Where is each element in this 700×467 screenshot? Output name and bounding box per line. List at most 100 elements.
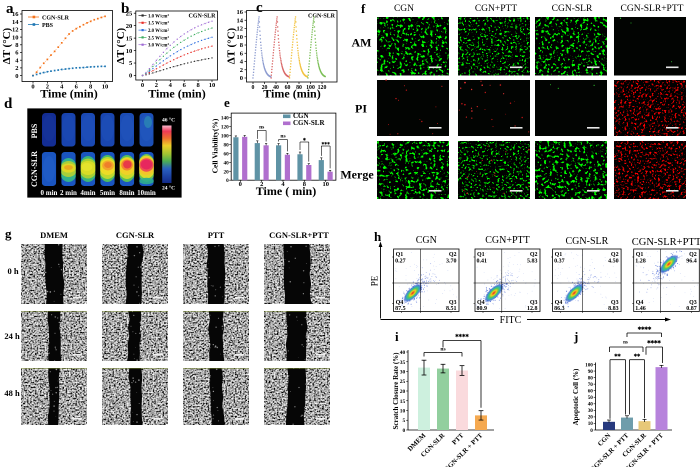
svg-text:CGN-SLR: CGN-SLR	[552, 4, 593, 14]
svg-text:30: 30	[400, 370, 406, 376]
svg-text:30: 30	[588, 408, 594, 414]
svg-text:CGN: CGN	[416, 235, 437, 246]
svg-text:16: 16	[12, 11, 19, 18]
svg-text:0: 0	[226, 178, 229, 184]
svg-text:12: 12	[12, 27, 19, 34]
svg-text:Q1: Q1	[477, 252, 485, 258]
svg-text:CGN-SLR: CGN-SLR	[30, 151, 39, 187]
svg-text:60: 60	[588, 389, 594, 395]
svg-text:1.0 W/cm2: 1.0 W/cm2	[148, 13, 169, 20]
svg-text:Time (min): Time (min)	[148, 87, 205, 101]
svg-text:8min: 8min	[119, 189, 134, 197]
svg-text:50: 50	[588, 395, 594, 401]
svg-text:6: 6	[75, 84, 79, 91]
svg-text:96.4: 96.4	[686, 259, 697, 265]
svg-text:Q1: Q1	[396, 252, 404, 258]
svg-text:CGN+PTT: CGN+PTT	[475, 4, 518, 14]
svg-text:ns: ns	[259, 125, 264, 131]
svg-text:0: 0	[31, 84, 34, 91]
svg-text:Q1: Q1	[636, 252, 644, 258]
svg-text:80: 80	[224, 142, 230, 148]
svg-text:4: 4	[281, 181, 285, 188]
svg-text:4min: 4min	[80, 189, 95, 197]
svg-text:CGN: CGN	[394, 4, 414, 14]
svg-text:60: 60	[224, 151, 230, 157]
svg-text:CGN-SLR: CGN-SLR	[42, 15, 70, 21]
svg-text:1.46: 1.46	[635, 306, 646, 312]
svg-text:2: 2	[260, 181, 263, 188]
svg-text:0.37: 0.37	[554, 259, 565, 265]
svg-text:100: 100	[585, 362, 593, 368]
svg-text:CGN: CGN	[597, 432, 613, 448]
svg-text:10: 10	[209, 82, 216, 89]
svg-text:DMEM: DMEM	[40, 230, 68, 240]
svg-text:CGN-SLR: CGN-SLR	[566, 236, 609, 247]
svg-text:2 min: 2 min	[60, 189, 77, 197]
svg-text:10: 10	[237, 34, 244, 41]
svg-text:48 h: 48 h	[4, 388, 20, 398]
svg-text:ΔT (°C): ΔT (°C)	[226, 27, 238, 64]
svg-text:14: 14	[237, 17, 244, 24]
svg-text:20: 20	[400, 389, 406, 395]
svg-text:i: i	[395, 329, 399, 344]
svg-text:ns: ns	[280, 134, 285, 140]
svg-text:3.70: 3.70	[446, 259, 457, 265]
svg-text:12: 12	[237, 26, 244, 33]
svg-text:Q3: Q3	[449, 300, 457, 306]
svg-text:5.83: 5.83	[527, 259, 538, 265]
svg-text:10min: 10min	[137, 189, 156, 197]
svg-text:25: 25	[126, 10, 133, 17]
svg-text:PTT: PTT	[208, 230, 225, 240]
svg-text:40: 40	[224, 160, 230, 166]
svg-text:Cell Viability(%): Cell Viability(%)	[211, 118, 220, 173]
svg-text:2: 2	[155, 82, 158, 89]
svg-text:10: 10	[322, 181, 329, 188]
svg-text:Q3: Q3	[530, 300, 538, 306]
svg-text:8.51: 8.51	[446, 306, 457, 312]
svg-text:CGN: CGN	[293, 112, 309, 120]
svg-text:35: 35	[400, 360, 406, 366]
svg-text:8: 8	[303, 181, 307, 188]
svg-text:e: e	[224, 95, 230, 110]
svg-text:80.9: 80.9	[477, 306, 488, 312]
svg-text:1.5 W/cm2: 1.5 W/cm2	[148, 20, 169, 27]
svg-text:0.27: 0.27	[395, 259, 406, 265]
svg-text:0.87: 0.87	[686, 306, 697, 312]
svg-text:CGN+PTT: CGN+PTT	[485, 235, 530, 246]
svg-text:20: 20	[588, 415, 594, 421]
svg-text:0: 0	[402, 428, 405, 434]
svg-text:0: 0	[590, 428, 593, 434]
svg-text:Scratch Closure Rate (%): Scratch Closure Rate (%)	[392, 352, 400, 430]
svg-text:j: j	[573, 329, 578, 344]
svg-text:10: 10	[126, 48, 133, 55]
svg-text:Q2: Q2	[530, 252, 538, 258]
svg-text:40: 40	[400, 350, 406, 356]
svg-text:4: 4	[169, 82, 173, 89]
svg-text:2: 2	[240, 67, 243, 74]
svg-text:46 °C: 46 °C	[162, 117, 175, 124]
svg-text:Time ( min): Time ( min)	[256, 184, 316, 198]
svg-text:CGN-SLR: CGN-SLR	[116, 230, 155, 240]
svg-text:10: 10	[588, 421, 594, 427]
svg-text:Q2: Q2	[689, 252, 697, 258]
svg-text:8: 8	[240, 42, 244, 49]
svg-text:a: a	[6, 1, 14, 17]
svg-text:15: 15	[400, 399, 406, 405]
svg-text:PI: PI	[355, 102, 367, 116]
svg-text:60: 60	[285, 85, 291, 91]
svg-text:Apoptotic Cell (%): Apoptotic Cell (%)	[572, 368, 580, 425]
svg-text:8: 8	[89, 84, 93, 91]
svg-text:10: 10	[102, 84, 109, 91]
svg-text:Merge: Merge	[340, 168, 374, 182]
svg-text:PBS: PBS	[42, 23, 54, 29]
svg-text:Q2: Q2	[611, 252, 619, 258]
svg-text:Q1: Q1	[555, 252, 563, 258]
svg-text:8: 8	[15, 42, 19, 49]
svg-text:Q4: Q4	[636, 300, 644, 306]
svg-text:24 h: 24 h	[4, 331, 20, 341]
svg-text:6: 6	[15, 50, 19, 57]
svg-text:Q3: Q3	[611, 300, 619, 306]
svg-text:8.83: 8.83	[608, 306, 619, 312]
svg-text:4.50: 4.50	[608, 259, 619, 265]
svg-text:5: 5	[402, 418, 405, 424]
